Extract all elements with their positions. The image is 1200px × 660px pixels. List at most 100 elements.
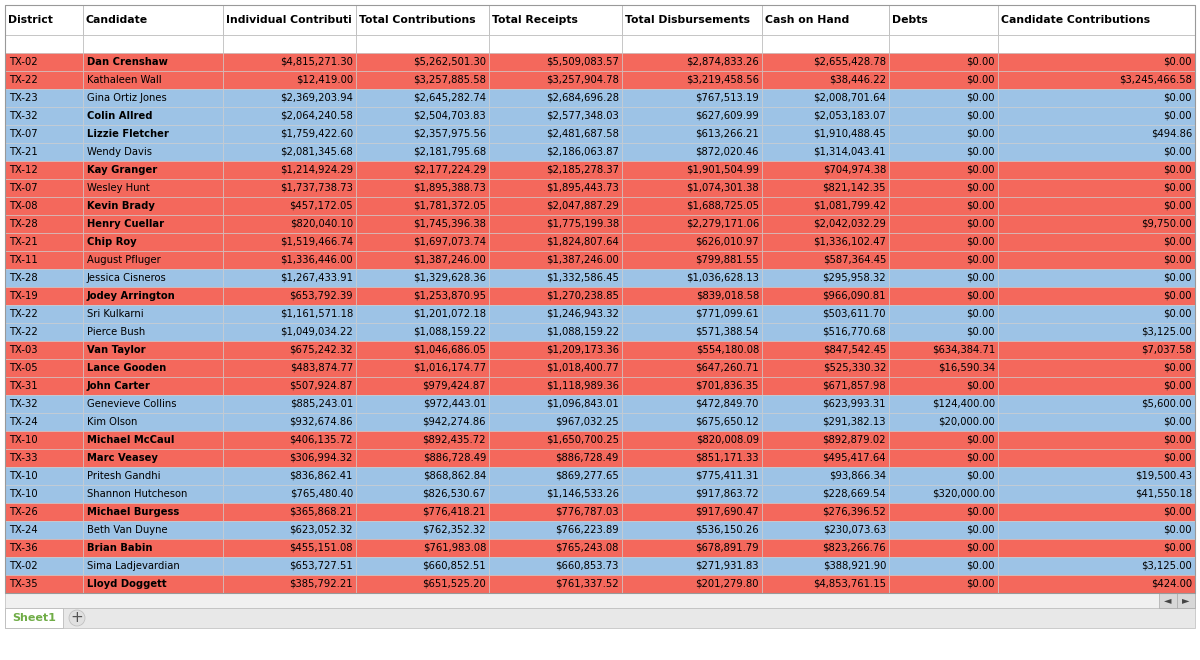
Bar	[998, 431, 1195, 449]
Text: $201,279.80: $201,279.80	[696, 579, 760, 589]
Text: $472,849.70: $472,849.70	[696, 399, 760, 409]
Text: $776,787.03: $776,787.03	[556, 507, 619, 517]
Text: $767,513.19: $767,513.19	[695, 93, 760, 103]
Text: $1,781,372.05: $1,781,372.05	[413, 201, 486, 211]
Text: $966,090.81: $966,090.81	[822, 291, 886, 301]
Bar	[5, 323, 83, 341]
Bar	[762, 323, 889, 341]
Bar	[762, 467, 889, 485]
Bar	[356, 323, 490, 341]
Bar	[5, 395, 83, 413]
Bar	[5, 521, 83, 539]
Bar	[356, 503, 490, 521]
Text: TX-02: TX-02	[10, 561, 37, 571]
Bar	[356, 467, 490, 485]
Bar	[762, 521, 889, 539]
Bar	[356, 35, 490, 53]
Text: TX-03: TX-03	[10, 345, 37, 355]
Bar	[223, 449, 356, 467]
Bar	[762, 557, 889, 575]
Bar	[83, 53, 223, 71]
Bar	[83, 287, 223, 305]
Text: $1,246,943.32: $1,246,943.32	[546, 309, 619, 319]
Text: Jessica Cisneros: Jessica Cisneros	[88, 273, 167, 283]
Text: $1,016,174.77: $1,016,174.77	[413, 363, 486, 373]
Bar	[83, 71, 223, 89]
Bar	[889, 377, 998, 395]
Text: $7,037.58: $7,037.58	[1141, 345, 1192, 355]
Bar	[223, 107, 356, 125]
Bar	[762, 431, 889, 449]
Text: $2,684,696.28: $2,684,696.28	[546, 93, 619, 103]
Text: $1,895,443.73: $1,895,443.73	[546, 183, 619, 193]
Text: $5,600.00: $5,600.00	[1141, 399, 1192, 409]
Circle shape	[70, 610, 85, 626]
Text: $653,727.51: $653,727.51	[289, 561, 353, 571]
Bar	[5, 233, 83, 251]
Text: Cash on Hand: Cash on Hand	[766, 15, 850, 25]
Text: Individual Contributi: Individual Contributi	[226, 15, 352, 25]
Text: TX-24: TX-24	[10, 525, 37, 535]
Bar	[223, 341, 356, 359]
Bar	[356, 53, 490, 71]
Text: $1,074,301.38: $1,074,301.38	[686, 183, 760, 193]
Text: $0.00: $0.00	[966, 219, 995, 229]
Text: $20,000.00: $20,000.00	[938, 417, 995, 427]
Text: $320,000.00: $320,000.00	[932, 489, 995, 499]
Text: $967,032.25: $967,032.25	[556, 417, 619, 427]
Text: $0.00: $0.00	[1164, 183, 1192, 193]
Bar	[762, 377, 889, 395]
Text: ►: ►	[1182, 595, 1189, 605]
Bar	[998, 125, 1195, 143]
Bar	[490, 107, 622, 125]
Bar	[490, 503, 622, 521]
Text: $765,480.40: $765,480.40	[289, 489, 353, 499]
Text: $1,901,504.99: $1,901,504.99	[686, 165, 760, 175]
Bar	[5, 53, 83, 71]
Bar	[622, 215, 762, 233]
Text: $9,750.00: $9,750.00	[1141, 219, 1192, 229]
Bar	[762, 179, 889, 197]
Bar	[998, 341, 1195, 359]
Bar	[356, 179, 490, 197]
Bar	[762, 341, 889, 359]
Text: $1,737,738.73: $1,737,738.73	[280, 183, 353, 193]
Bar	[889, 449, 998, 467]
Bar	[889, 71, 998, 89]
Bar	[889, 161, 998, 179]
Bar	[622, 287, 762, 305]
Bar	[5, 431, 83, 449]
Text: $1,329,628.36: $1,329,628.36	[413, 273, 486, 283]
Bar	[83, 143, 223, 161]
Text: TX-32: TX-32	[10, 111, 37, 121]
Text: $3,219,458.56: $3,219,458.56	[686, 75, 760, 85]
Bar	[762, 539, 889, 557]
Bar	[762, 215, 889, 233]
Text: $886,728.49: $886,728.49	[556, 453, 619, 463]
Text: $2,064,240.58: $2,064,240.58	[281, 111, 353, 121]
Bar	[889, 467, 998, 485]
Text: $2,874,833.26: $2,874,833.26	[686, 57, 760, 67]
Bar	[83, 485, 223, 503]
Bar	[356, 557, 490, 575]
Text: $847,542.45: $847,542.45	[823, 345, 886, 355]
Text: $0.00: $0.00	[966, 507, 995, 517]
Text: $503,611.70: $503,611.70	[822, 309, 886, 319]
Bar	[5, 539, 83, 557]
Text: $0.00: $0.00	[1164, 165, 1192, 175]
Text: $5,262,501.30: $5,262,501.30	[413, 57, 486, 67]
Bar	[5, 503, 83, 521]
Bar	[998, 179, 1195, 197]
Bar	[356, 539, 490, 557]
Bar	[762, 251, 889, 269]
Bar	[490, 35, 622, 53]
Bar	[83, 467, 223, 485]
Bar	[223, 179, 356, 197]
Text: $0.00: $0.00	[1164, 543, 1192, 553]
Bar	[356, 125, 490, 143]
Bar	[998, 503, 1195, 521]
Bar	[889, 233, 998, 251]
Text: $0.00: $0.00	[966, 435, 995, 445]
Bar	[490, 143, 622, 161]
Text: $276,396.52: $276,396.52	[822, 507, 886, 517]
